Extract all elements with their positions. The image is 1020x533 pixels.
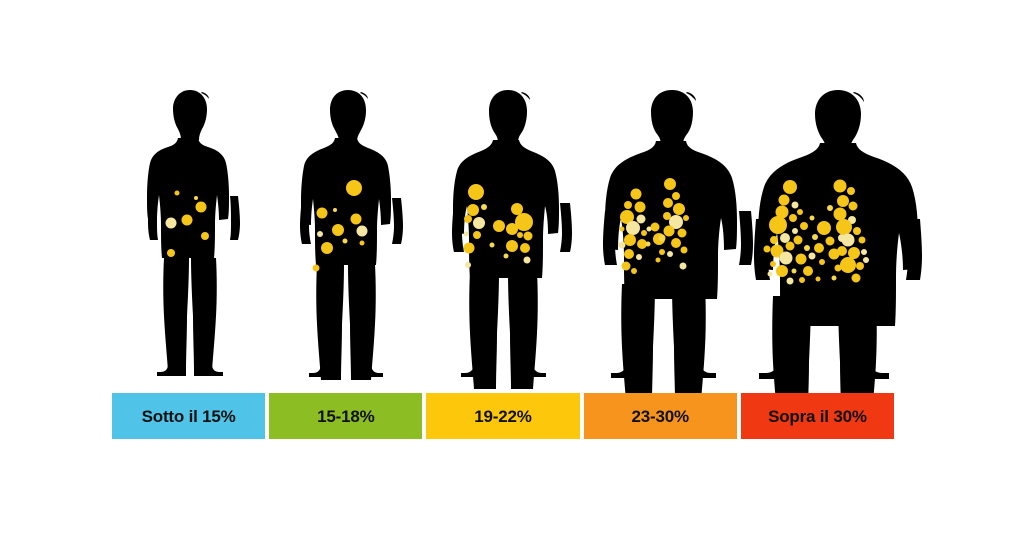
figure-over-30 xyxy=(752,88,924,414)
figure-under-15-silhouette xyxy=(147,90,240,376)
fat-dots-15-18 xyxy=(312,180,368,272)
legend-label-19-22: 19-22% xyxy=(474,406,532,426)
figure-under-15 xyxy=(138,88,242,376)
figure-23-30 xyxy=(600,88,753,402)
legend-item-over-30[interactable]: Sopra il 30% xyxy=(740,393,895,439)
fat-dots-23-30 xyxy=(618,178,689,274)
legend-item-15-18[interactable]: 15-18% xyxy=(269,393,423,439)
legend-label-under-15: Sotto il 15% xyxy=(141,406,236,426)
legend-color-bar: Sotto il 15% 15-18% 19-22% 23-30% Sopra … xyxy=(112,393,895,439)
figure-15-18 xyxy=(292,88,404,380)
legend-label-over-30: Sopra il 30% xyxy=(768,406,867,426)
silhouette-figures-row xyxy=(138,88,924,414)
fat-dots-19-22 xyxy=(463,184,533,268)
figure-19-22 xyxy=(446,88,572,389)
legend-item-19-22[interactable]: 19-22% xyxy=(426,393,580,439)
legend-label-15-18: 15-18% xyxy=(317,406,375,426)
figure-19-22-silhouette xyxy=(452,90,572,389)
fat-dots-over-30 xyxy=(763,179,869,285)
legend-item-23-30[interactable]: 23-30% xyxy=(583,393,737,439)
figure-23-30-silhouette xyxy=(603,90,753,402)
fat-dots-under-15 xyxy=(165,190,209,257)
legend-label-23-30: 23-30% xyxy=(631,406,690,426)
figure-over-30-silhouette xyxy=(754,90,922,414)
figure-15-18-silhouette xyxy=(300,90,403,380)
legend-item-under-15[interactable]: Sotto il 15% xyxy=(112,393,266,439)
